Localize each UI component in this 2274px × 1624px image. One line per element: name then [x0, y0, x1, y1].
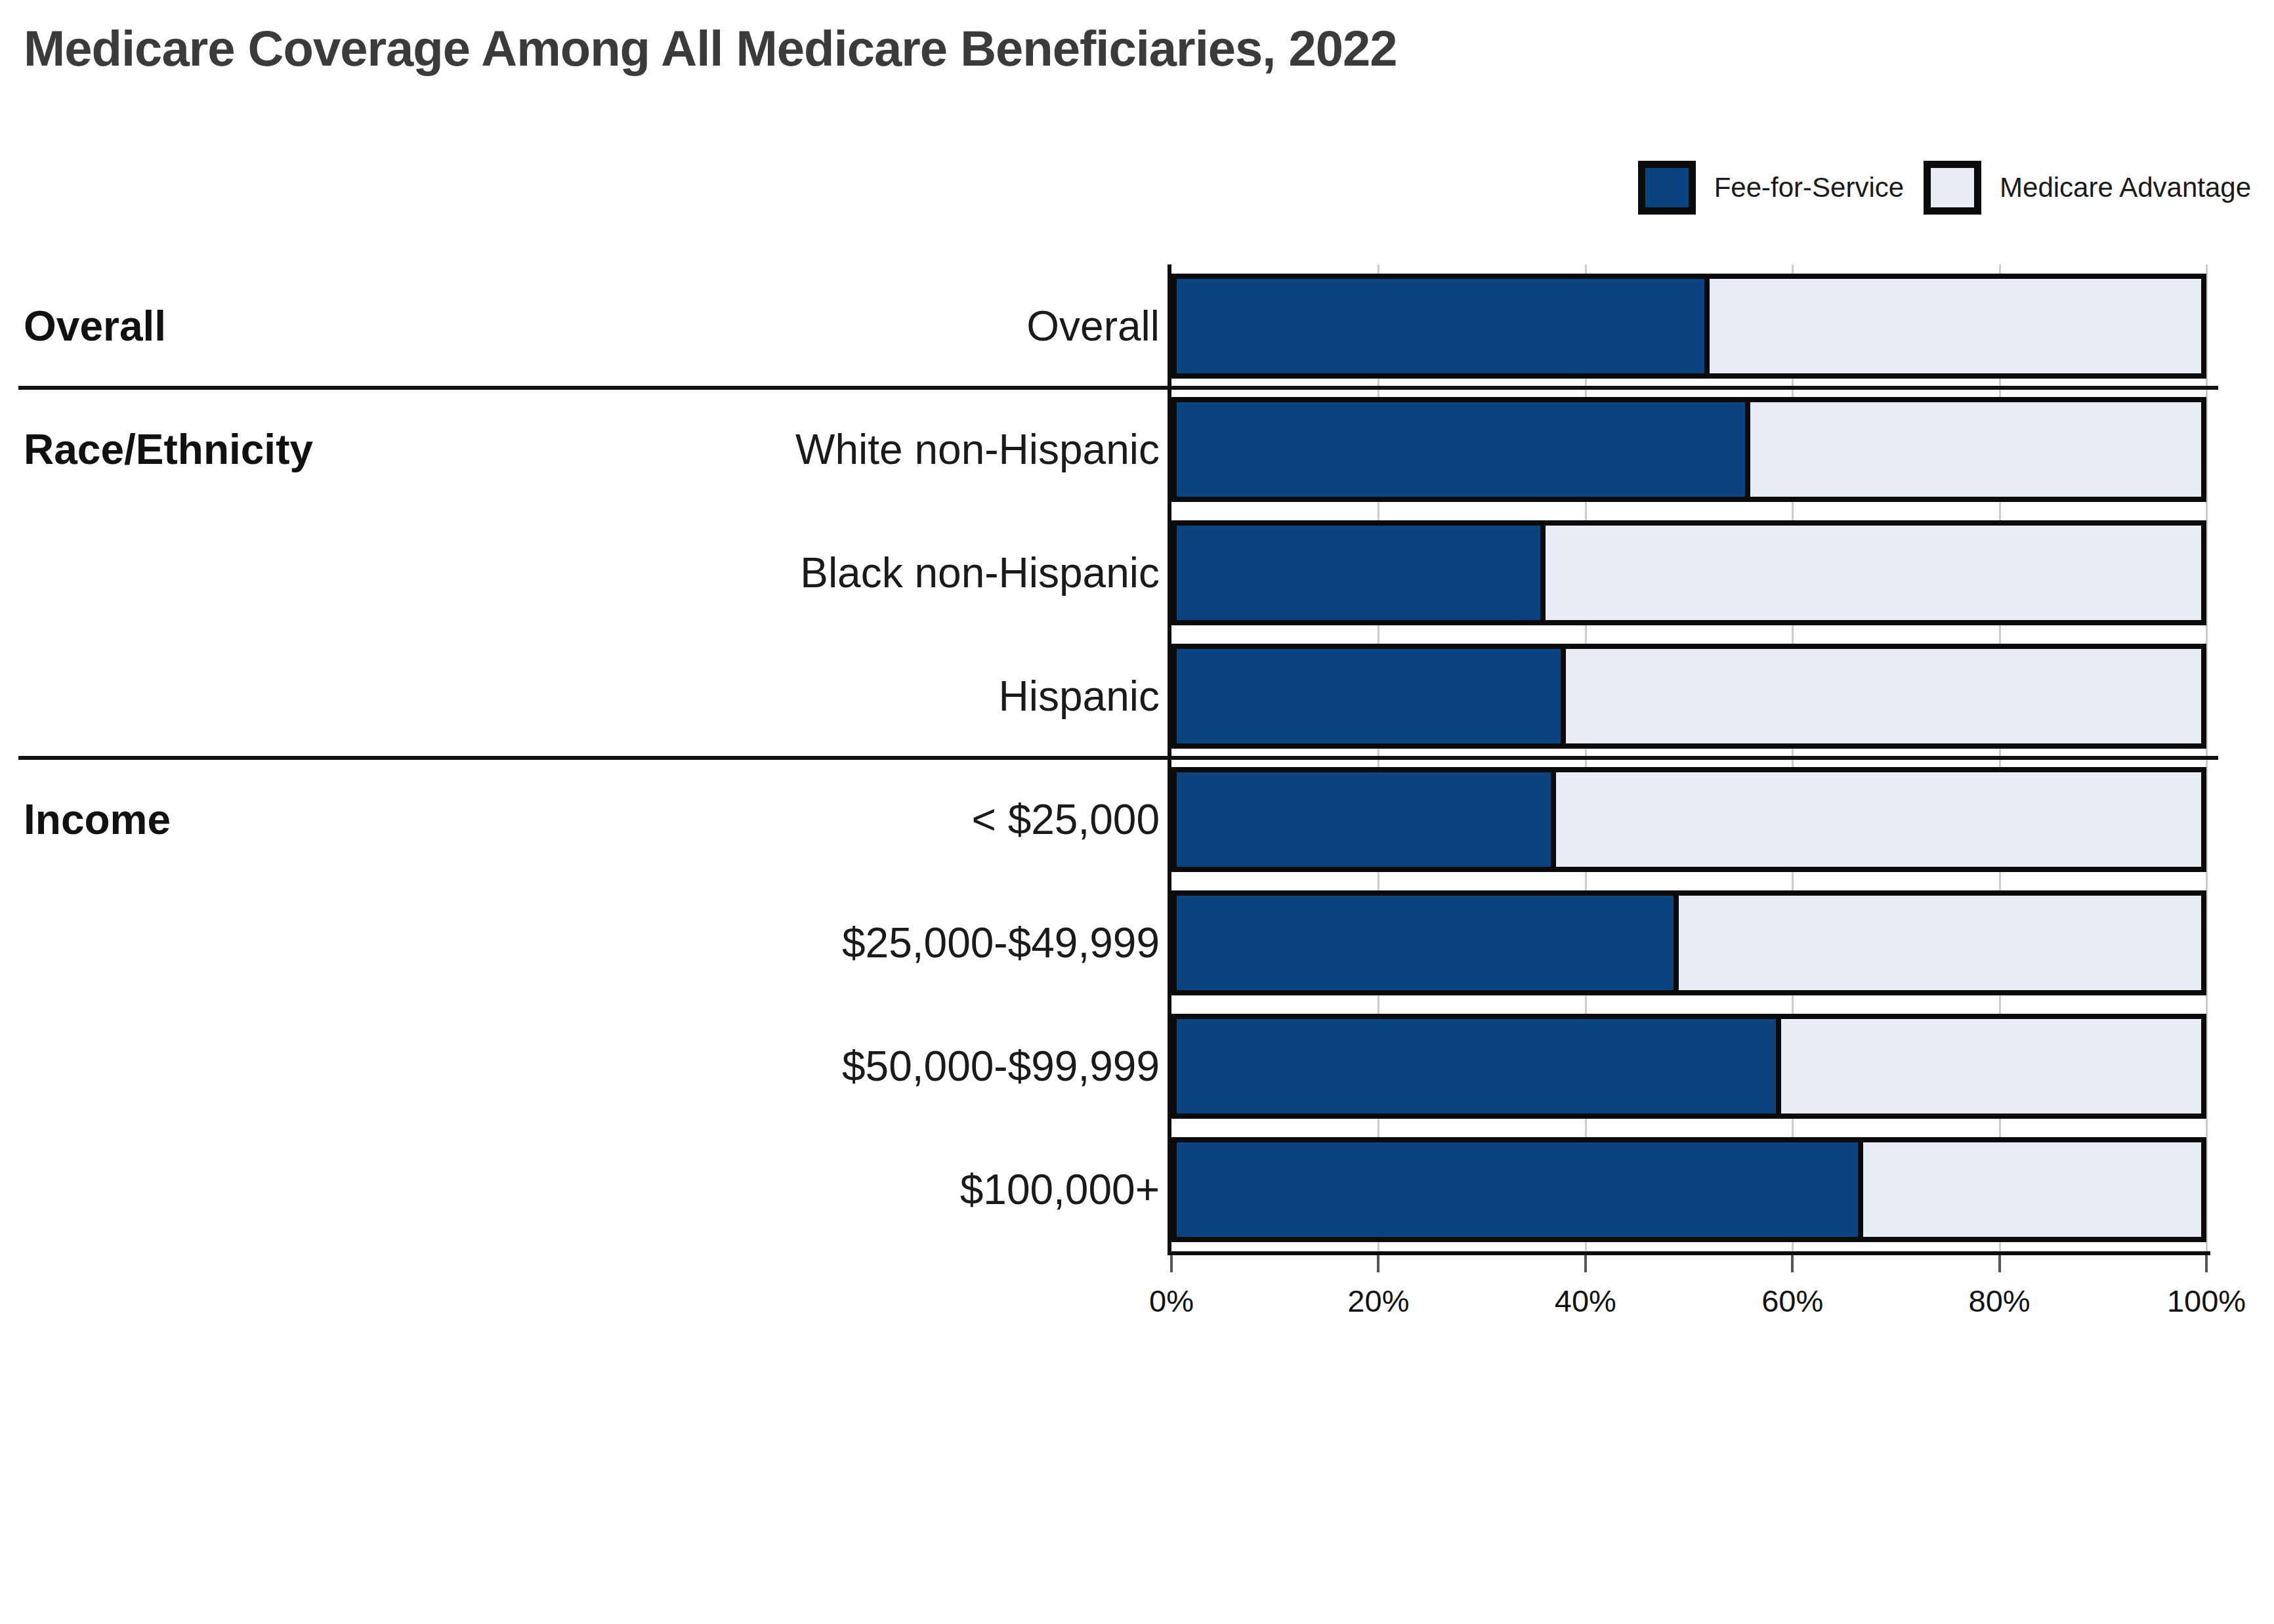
chart-row: Income < $25,000	[0, 758, 2274, 881]
bar-segment-fee-for-service	[1177, 649, 1566, 743]
x-axis-tick	[1791, 1255, 1794, 1272]
chart-row: Hispanic	[0, 635, 2274, 758]
section-divider	[18, 386, 2218, 390]
category-label: < $25,000	[972, 795, 1160, 844]
legend-item-fee-for-service: Fee-for-Service	[1638, 161, 1904, 215]
bar-segment-fee-for-service	[1177, 402, 1750, 497]
bar-segment-medicare-advantage	[1556, 772, 2201, 867]
bar-segment-medicare-advantage	[1750, 402, 2201, 497]
bar-segment-fee-for-service	[1177, 1142, 1863, 1237]
bar-< $25,000	[1171, 767, 2206, 872]
bar-segment-medicare-advantage	[1566, 649, 2201, 743]
chart-row: $50,000-$99,999	[0, 1005, 2274, 1128]
bar-segment-fee-for-service	[1177, 1019, 1781, 1114]
chart-row: $100,000+	[0, 1128, 2274, 1251]
legend-swatch-medicare-advantage	[1924, 161, 1981, 215]
category-label: $50,000-$99,999	[842, 1042, 1160, 1091]
legend-label-fee-for-service: Fee-for-Service	[1714, 172, 1904, 203]
legend-item-medicare-advantage: Medicare Advantage	[1924, 161, 2251, 215]
bar-segment-fee-for-service	[1177, 772, 1556, 867]
bar-$100,000+	[1171, 1137, 2206, 1242]
category-label: Black non-Hispanic	[800, 549, 1160, 597]
bar-White non-Hispanic	[1171, 397, 2206, 502]
category-label: White non-Hispanic	[795, 425, 1160, 474]
section-label: Race/Ethnicity	[24, 425, 313, 474]
category-label: $25,000-$49,999	[842, 919, 1160, 967]
page: Medicare Coverage Among All Medicare Ben…	[0, 0, 2274, 1624]
x-axis-tick	[1998, 1255, 2001, 1272]
chart-row: $25,000-$49,999	[0, 881, 2274, 1005]
category-label: $100,000+	[960, 1165, 1160, 1214]
x-axis-tick-label: 20%	[1347, 1283, 1409, 1319]
category-label: Hispanic	[999, 672, 1160, 720]
x-axis-tick-label: 100%	[2167, 1283, 2246, 1319]
bar-Hispanic	[1171, 644, 2206, 749]
bar-segment-medicare-advantage	[1679, 896, 2201, 990]
x-axis-tick-label: 0%	[1149, 1283, 1194, 1319]
category-label: Overall	[1026, 302, 1160, 350]
legend-label-medicare-advantage: Medicare Advantage	[2000, 172, 2251, 203]
x-axis-tick-label: 40%	[1555, 1283, 1616, 1319]
bar-segment-fee-for-service	[1177, 279, 1710, 373]
x-axis-tick	[2205, 1255, 2208, 1272]
bar-segment-medicare-advantage	[1781, 1019, 2201, 1114]
stacked-bar-chart: Overall Overall Race/Ethnicity White non-Hi…	[0, 264, 2274, 1380]
legend-swatch-fee-for-service	[1638, 161, 1696, 215]
bar-Black non-Hispanic	[1171, 520, 2206, 625]
x-axis-tick	[1377, 1255, 1379, 1272]
chart-row: Race/Ethnicity White non-Hispanic	[0, 388, 2274, 511]
section-divider	[18, 756, 2218, 760]
bar-segment-medicare-advantage	[1863, 1142, 2201, 1237]
bar-segment-medicare-advantage	[1710, 279, 2201, 373]
chart-title: Medicare Coverage Among All Medicare Ben…	[24, 20, 1397, 77]
bar-$50,000-$99,999	[1171, 1014, 2206, 1119]
bar-segment-fee-for-service	[1177, 896, 1679, 990]
bar-Overall	[1171, 274, 2206, 379]
chart-row: Black non-Hispanic	[0, 511, 2274, 635]
bar-segment-fee-for-service	[1177, 526, 1546, 620]
x-axis-tick	[1170, 1255, 1173, 1272]
legend: Fee-for-Service Medicare Advantage	[1638, 161, 2251, 215]
bar-segment-medicare-advantage	[1546, 526, 2201, 620]
chart-row: Overall Overall	[0, 264, 2274, 388]
x-axis-tick-label: 80%	[1969, 1283, 2031, 1319]
x-axis-tick	[1584, 1255, 1587, 1272]
x-axis-tick-label: 60%	[1761, 1283, 1823, 1319]
section-label: Income	[24, 795, 171, 844]
x-axis-line	[1168, 1251, 2210, 1255]
bar-$25,000-$49,999	[1171, 890, 2206, 995]
section-label: Overall	[24, 302, 166, 350]
